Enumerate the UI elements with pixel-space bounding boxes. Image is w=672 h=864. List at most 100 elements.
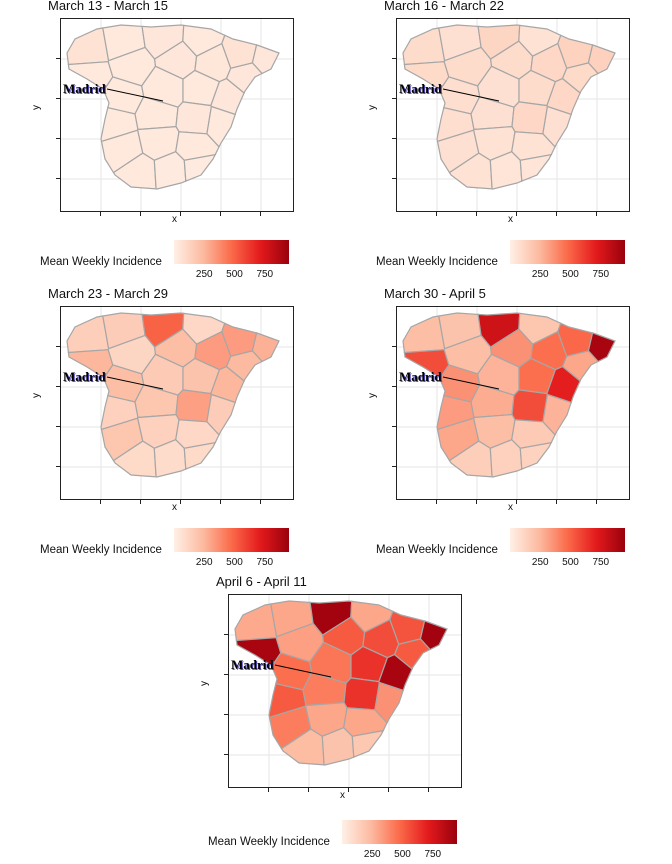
spain-map — [61, 307, 293, 499]
y-axis-label: y — [31, 393, 42, 398]
x-tick — [260, 500, 261, 504]
map-plot: Madrid — [228, 594, 462, 788]
province-region — [343, 677, 381, 711]
panel-title: April 6 - April 11 — [216, 574, 307, 589]
x-tick — [516, 500, 517, 504]
madrid-leader-line — [442, 376, 500, 390]
legend-tick: 250 — [195, 269, 213, 280]
map-panel: March 23 - March 29 Madrid y x Mean Week… — [31, 286, 348, 570]
province-region — [519, 441, 553, 470]
x-axis-label: x — [172, 214, 177, 225]
x-tick — [100, 212, 101, 216]
x-axis-label: x — [508, 502, 513, 513]
province-region — [175, 389, 213, 423]
legend-title: Mean Weekly Incidence — [376, 256, 498, 268]
x-tick — [260, 212, 261, 216]
map-plot: Madrid — [396, 18, 630, 212]
legend-title: Mean Weekly Incidence — [40, 544, 162, 556]
province-region — [153, 438, 187, 478]
y-tick — [224, 634, 228, 635]
legend-title: Mean Weekly Incidence — [40, 256, 162, 268]
province-region — [351, 729, 385, 758]
panel-title: March 30 - April 5 — [384, 286, 486, 301]
y-tick — [392, 98, 396, 99]
legend-colorbar — [342, 820, 457, 844]
legend-tick: 750 — [592, 269, 610, 280]
y-axis-label: y — [367, 105, 378, 110]
legend-tick: 500 — [562, 269, 579, 280]
madrid-leader-line — [106, 376, 164, 390]
y-tick — [56, 178, 60, 179]
panel-title: March 23 - March 29 — [48, 286, 168, 301]
legend-title: Mean Weekly Incidence — [376, 544, 498, 556]
province-region — [153, 150, 187, 190]
madrid-label: Madrid — [399, 369, 442, 384]
y-tick — [56, 58, 60, 59]
legend: Mean Weekly Incidence 250 500 750 — [376, 240, 636, 280]
legend-colorbar — [510, 240, 625, 264]
madrid-leader-line — [274, 664, 332, 678]
province-region — [402, 27, 446, 66]
spain-map — [229, 595, 461, 787]
province-region — [511, 389, 549, 423]
map-plot: Madrid — [60, 18, 294, 212]
panel-title: March 13 - March 15 — [48, 0, 168, 13]
x-tick — [596, 500, 597, 504]
legend-tick: 500 — [562, 557, 579, 568]
legend-title: Mean Weekly Incidence — [208, 836, 330, 848]
legend-tick: 250 — [531, 557, 549, 568]
x-tick — [516, 212, 517, 216]
legend-tick: 750 — [256, 269, 274, 280]
province-region — [66, 315, 110, 354]
x-tick — [220, 212, 221, 216]
panel-title: March 16 - March 22 — [384, 0, 504, 13]
y-tick — [392, 346, 396, 347]
map-plot: Madrid — [60, 306, 294, 500]
province-region — [402, 315, 446, 354]
province-region — [511, 101, 549, 135]
y-tick — [392, 466, 396, 467]
legend-colorbar — [174, 528, 289, 552]
y-axis-label: y — [31, 105, 42, 110]
province-region — [183, 441, 217, 470]
province-region — [321, 726, 355, 766]
y-axis-label: y — [367, 393, 378, 398]
madrid-leader-line — [442, 88, 500, 102]
x-tick — [180, 500, 181, 504]
legend: Mean Weekly Incidence 250 500 750 — [376, 528, 636, 568]
y-tick — [56, 346, 60, 347]
map-panel: April 6 - April 11 Madrid y x Mean Weekl… — [199, 574, 516, 860]
x-tick — [428, 788, 429, 792]
x-tick — [268, 788, 269, 792]
legend: Mean Weekly Incidence 250 500 750 — [40, 528, 300, 568]
legend: Mean Weekly Incidence 250 500 750 — [40, 240, 300, 280]
legend-tick: 250 — [195, 557, 213, 568]
spain-map — [61, 19, 293, 211]
legend-tick: 750 — [256, 557, 274, 568]
y-tick — [224, 714, 228, 715]
y-tick — [56, 466, 60, 467]
x-axis-label: x — [508, 214, 513, 225]
province-region — [519, 153, 553, 182]
madrid-label: Madrid — [399, 81, 442, 96]
y-tick — [56, 386, 60, 387]
legend-tick: 500 — [226, 557, 243, 568]
map-panel: March 13 - March 15 Madrid y x Mean Week… — [31, 0, 348, 282]
province-region — [175, 101, 213, 135]
x-tick — [476, 500, 477, 504]
x-tick — [140, 212, 141, 216]
madrid-label: Madrid — [63, 81, 106, 96]
x-tick — [100, 500, 101, 504]
x-axis-label: x — [340, 790, 345, 801]
legend-tick: 750 — [592, 557, 610, 568]
legend-tick: 250 — [531, 269, 549, 280]
map-panel: March 16 - March 22 Madrid y x Mean Week… — [367, 0, 672, 282]
province-region — [66, 27, 110, 66]
province-region — [489, 438, 523, 478]
y-tick — [392, 386, 396, 387]
y-axis-label: y — [199, 681, 210, 686]
x-tick — [556, 212, 557, 216]
legend-tick: 750 — [424, 849, 442, 860]
x-tick — [388, 788, 389, 792]
legend-colorbar — [510, 528, 625, 552]
